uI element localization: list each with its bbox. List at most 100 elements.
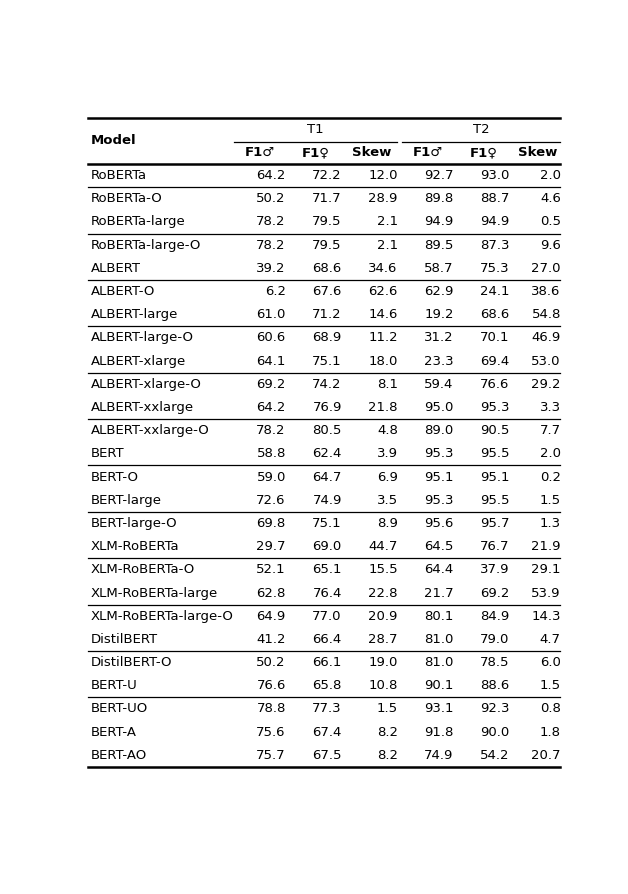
- Text: 29.1: 29.1: [531, 563, 561, 577]
- Text: ALBERT-xxlarge: ALBERT-xxlarge: [90, 401, 194, 414]
- Text: 80.5: 80.5: [312, 424, 342, 437]
- Text: 19.2: 19.2: [425, 308, 454, 321]
- Text: 37.9: 37.9: [480, 563, 510, 577]
- Text: RoBERTa: RoBERTa: [90, 169, 147, 182]
- Text: BERT-AO: BERT-AO: [90, 749, 147, 762]
- Text: 89.0: 89.0: [425, 424, 454, 437]
- Text: BERT-A: BERT-A: [90, 726, 137, 738]
- Text: 69.2: 69.2: [256, 378, 286, 391]
- Text: 8.2: 8.2: [377, 726, 398, 738]
- Text: 95.3: 95.3: [425, 447, 454, 460]
- Text: ALBERT-large: ALBERT-large: [90, 308, 178, 321]
- Text: Skew: Skew: [352, 146, 391, 159]
- Text: 14.6: 14.6: [369, 308, 398, 321]
- Text: 90.0: 90.0: [480, 726, 510, 738]
- Text: 53.0: 53.0: [531, 355, 561, 367]
- Text: 34.6: 34.6: [369, 262, 398, 274]
- Text: 52.1: 52.1: [256, 563, 286, 577]
- Text: 24.1: 24.1: [480, 285, 510, 298]
- Text: Model: Model: [90, 134, 136, 148]
- Text: 78.2: 78.2: [256, 424, 286, 437]
- Text: 72.6: 72.6: [256, 493, 286, 507]
- Text: 78.2: 78.2: [256, 215, 286, 229]
- Text: 68.6: 68.6: [480, 308, 510, 321]
- Text: 7.7: 7.7: [539, 424, 561, 437]
- Text: 6.2: 6.2: [265, 285, 286, 298]
- Text: 19.0: 19.0: [369, 656, 398, 669]
- Text: 8.9: 8.9: [377, 517, 398, 530]
- Text: 69.4: 69.4: [480, 355, 510, 367]
- Text: 76.7: 76.7: [480, 540, 510, 553]
- Text: 74.9: 74.9: [425, 749, 454, 762]
- Text: 89.8: 89.8: [425, 192, 454, 206]
- Text: ALBERT-O: ALBERT-O: [90, 285, 155, 298]
- Text: 87.3: 87.3: [480, 239, 510, 251]
- Text: 62.6: 62.6: [369, 285, 398, 298]
- Text: 58.7: 58.7: [425, 262, 454, 274]
- Text: 95.3: 95.3: [425, 493, 454, 507]
- Text: 76.6: 76.6: [480, 378, 510, 391]
- Text: 28.7: 28.7: [368, 633, 398, 645]
- Text: BERT-large-O: BERT-large-O: [90, 517, 177, 530]
- Text: 3.9: 3.9: [377, 447, 398, 460]
- Text: 79.0: 79.0: [480, 633, 510, 645]
- Text: 71.7: 71.7: [312, 192, 342, 206]
- Text: 67.5: 67.5: [312, 749, 342, 762]
- Text: 3.5: 3.5: [377, 493, 398, 507]
- Text: 64.5: 64.5: [425, 540, 454, 553]
- Text: XLM-RoBERTa-large-O: XLM-RoBERTa-large-O: [90, 610, 234, 623]
- Text: 6.0: 6.0: [540, 656, 561, 669]
- Text: 53.9: 53.9: [531, 586, 561, 600]
- Text: 59.4: 59.4: [425, 378, 454, 391]
- Text: 88.6: 88.6: [480, 679, 510, 692]
- Text: 75.6: 75.6: [256, 726, 286, 738]
- Text: 8.2: 8.2: [377, 749, 398, 762]
- Text: 12.0: 12.0: [368, 169, 398, 182]
- Text: BERT: BERT: [90, 447, 124, 460]
- Text: 39.2: 39.2: [256, 262, 286, 274]
- Text: 20.7: 20.7: [531, 749, 561, 762]
- Text: 65.8: 65.8: [312, 679, 342, 692]
- Text: 67.6: 67.6: [312, 285, 342, 298]
- Text: 4.6: 4.6: [540, 192, 561, 206]
- Text: BERT-large: BERT-large: [90, 493, 161, 507]
- Text: 89.5: 89.5: [425, 239, 454, 251]
- Text: ALBERT-xlarge-O: ALBERT-xlarge-O: [90, 378, 202, 391]
- Text: 93.0: 93.0: [480, 169, 510, 182]
- Text: 68.6: 68.6: [313, 262, 342, 274]
- Text: DistilBERT: DistilBERT: [90, 633, 158, 645]
- Text: 80.1: 80.1: [425, 610, 454, 623]
- Text: 10.8: 10.8: [369, 679, 398, 692]
- Text: 62.8: 62.8: [256, 586, 286, 600]
- Text: 81.0: 81.0: [425, 656, 454, 669]
- Text: 4.8: 4.8: [377, 424, 398, 437]
- Text: 93.1: 93.1: [425, 703, 454, 715]
- Text: BERT-UO: BERT-UO: [90, 703, 148, 715]
- Text: BERT-O: BERT-O: [90, 470, 139, 484]
- Text: XLM-RoBERTa-O: XLM-RoBERTa-O: [90, 563, 195, 577]
- Text: 71.2: 71.2: [312, 308, 342, 321]
- Text: 60.6: 60.6: [257, 332, 286, 344]
- Text: 29.7: 29.7: [256, 540, 286, 553]
- Text: 1.5: 1.5: [539, 493, 561, 507]
- Text: 95.0: 95.0: [425, 401, 454, 414]
- Text: 95.1: 95.1: [480, 470, 510, 484]
- Text: 95.1: 95.1: [425, 470, 454, 484]
- Text: 59.0: 59.0: [256, 470, 286, 484]
- Text: 72.2: 72.2: [312, 169, 342, 182]
- Text: 78.5: 78.5: [480, 656, 510, 669]
- Text: 65.1: 65.1: [312, 563, 342, 577]
- Text: 78.8: 78.8: [256, 703, 286, 715]
- Text: 14.3: 14.3: [531, 610, 561, 623]
- Text: 69.8: 69.8: [257, 517, 286, 530]
- Text: 69.0: 69.0: [313, 540, 342, 553]
- Text: 76.9: 76.9: [312, 401, 342, 414]
- Text: 1.8: 1.8: [540, 726, 561, 738]
- Text: 0.2: 0.2: [540, 470, 561, 484]
- Text: 88.7: 88.7: [480, 192, 510, 206]
- Text: 46.9: 46.9: [531, 332, 561, 344]
- Text: 1.5: 1.5: [377, 703, 398, 715]
- Text: BERT-U: BERT-U: [90, 679, 138, 692]
- Text: 61.0: 61.0: [256, 308, 286, 321]
- Text: 67.4: 67.4: [312, 726, 342, 738]
